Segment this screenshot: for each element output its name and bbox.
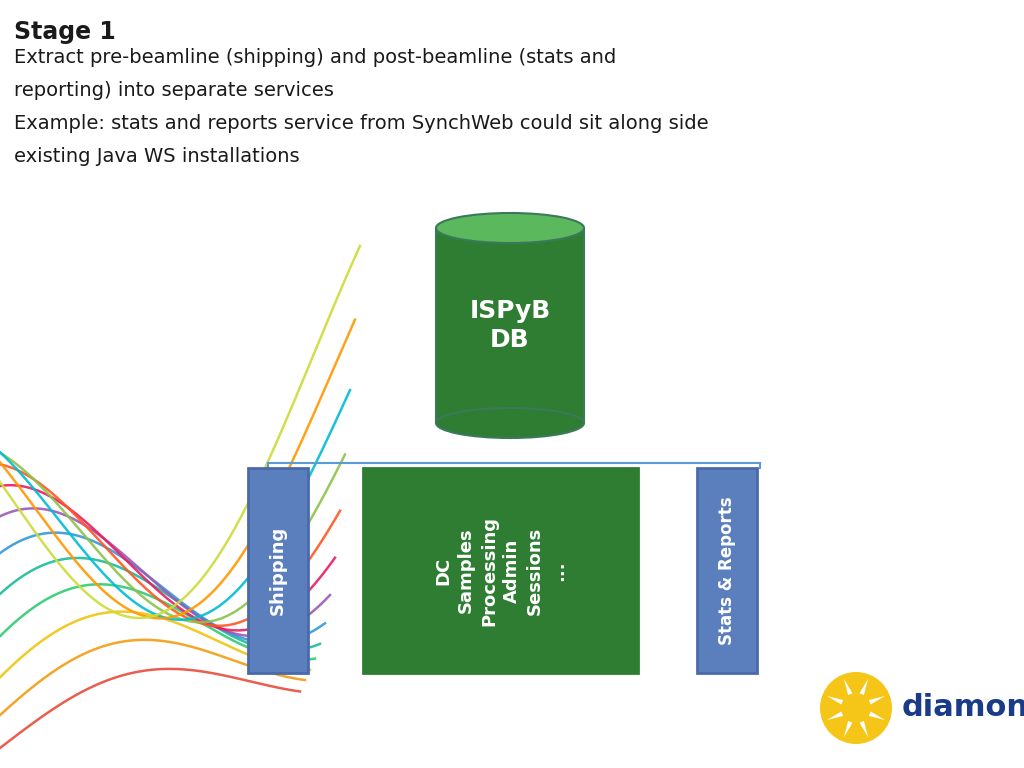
Text: Stats & Reports: Stats & Reports <box>718 496 736 645</box>
Text: reporting) into separate services: reporting) into separate services <box>14 81 334 100</box>
Text: ISPyB
DB: ISPyB DB <box>469 299 551 353</box>
Bar <box>248 468 308 673</box>
Bar <box>436 228 584 423</box>
Bar <box>697 468 757 673</box>
Text: existing Java WS installations: existing Java WS installations <box>14 147 300 166</box>
Polygon shape <box>844 721 852 737</box>
Ellipse shape <box>436 408 584 438</box>
Text: diamond: diamond <box>902 694 1024 723</box>
Polygon shape <box>869 696 886 704</box>
Ellipse shape <box>436 213 584 243</box>
Text: Extract pre-beamline (shipping) and post-beamline (stats and: Extract pre-beamline (shipping) and post… <box>14 48 616 67</box>
Text: Example: stats and reports service from SynchWeb could sit along side: Example: stats and reports service from … <box>14 114 709 133</box>
Text: Stage 1: Stage 1 <box>14 20 116 44</box>
Polygon shape <box>826 696 843 704</box>
Text: DC
Samples
Processing
Admin
Sessions
...: DC Samples Processing Admin Sessions ... <box>434 515 566 625</box>
Bar <box>362 468 638 673</box>
Polygon shape <box>859 721 868 737</box>
Polygon shape <box>826 711 843 720</box>
Circle shape <box>820 672 892 744</box>
Polygon shape <box>844 679 852 695</box>
Polygon shape <box>869 711 886 720</box>
Text: Shipping: Shipping <box>269 526 287 615</box>
Polygon shape <box>859 679 868 695</box>
